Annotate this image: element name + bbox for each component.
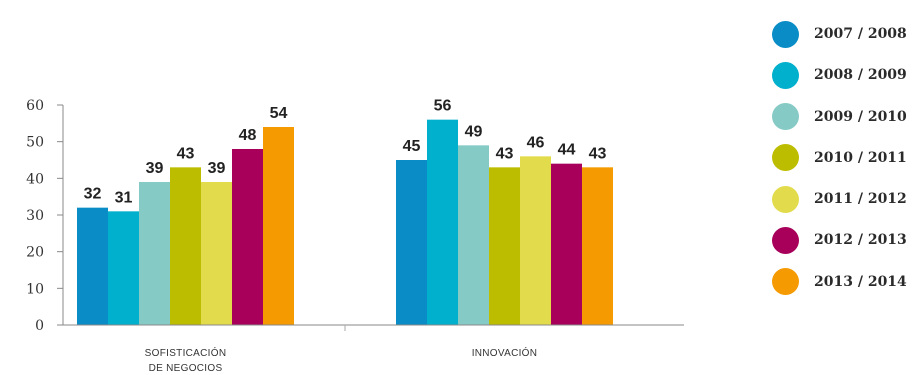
data-label: 39 — [146, 160, 164, 177]
legend-label: 2008 / 2009 — [814, 67, 907, 84]
bar — [427, 119, 458, 326]
data-label: 39 — [208, 160, 226, 177]
legend-label: 2012 / 2013 — [814, 232, 907, 249]
y-axis: 0 10 20 30 40 50 60 — [26, 98, 64, 334]
bar — [582, 167, 613, 325]
legend-swatch — [772, 103, 799, 131]
bar — [458, 145, 489, 325]
legend-label: 2013 / 2014 — [814, 273, 907, 290]
y-tick-label: 30 — [26, 208, 44, 224]
y-tick-label: 60 — [26, 98, 44, 114]
legend-item: 2012 / 2013 — [772, 220, 924, 260]
bar — [551, 163, 582, 325]
legend-item: 2011 / 2012 — [772, 179, 924, 219]
data-label: 44 — [558, 142, 576, 159]
data-label: 54 — [270, 105, 288, 122]
legend-swatch — [772, 20, 799, 48]
data-label: 43 — [589, 145, 607, 162]
bar — [139, 182, 170, 325]
data-label: 49 — [465, 123, 483, 140]
legend-item: 2007 / 2008 — [772, 14, 924, 54]
bar — [232, 149, 263, 325]
x-category-label: SOFISTICACIÓN — [145, 346, 227, 359]
y-tick-label: 0 — [35, 318, 44, 334]
data-label: 32 — [84, 186, 102, 203]
legend-label: 2011 / 2012 — [814, 191, 907, 208]
x-category-label: INNOVACIÓN — [472, 346, 538, 359]
bar — [489, 167, 520, 325]
bars — [77, 119, 613, 326]
bar — [201, 182, 232, 325]
y-tick-label: 50 — [26, 135, 44, 151]
legend-label: 2009 / 2010 — [814, 108, 907, 125]
data-label: 45 — [403, 138, 421, 155]
x-axis: SOFISTICACIÓN DE NEGOCIOS INNOVACIÓN — [63, 324, 684, 374]
data-label: 43 — [496, 145, 514, 162]
bar — [520, 156, 551, 325]
data-label: 31 — [115, 189, 133, 206]
bar — [108, 211, 139, 325]
data-label: 43 — [177, 145, 195, 162]
bar — [77, 207, 108, 325]
legend: 2007 / 2008 2008 / 2009 2009 / 2010 2010 / … — [772, 14, 924, 303]
y-tick-label: 40 — [26, 171, 44, 187]
legend-item: 2008 / 2009 — [772, 55, 924, 95]
legend-swatch — [772, 226, 799, 254]
legend-item: 2013 / 2014 — [772, 262, 924, 302]
legend-item: 2010 / 2011 — [772, 138, 924, 178]
data-label: 56 — [434, 98, 452, 115]
legend-label: 2007 / 2008 — [814, 26, 907, 42]
legend-swatch — [772, 61, 799, 89]
data-label: 46 — [527, 134, 545, 151]
legend-label: 2010 / 2011 — [814, 149, 907, 166]
bar — [263, 127, 294, 325]
bar — [396, 160, 427, 325]
legend-item: 2009 / 2010 — [772, 97, 924, 137]
legend-swatch — [772, 144, 799, 172]
x-category-label: DE NEGOCIOS — [149, 363, 223, 374]
data-label: 48 — [239, 127, 257, 144]
data-labels: 32 45 31 56 39 49 43 43 39 46 48 44 54 43 — [84, 98, 607, 207]
bar — [170, 167, 201, 325]
legend-swatch — [772, 268, 799, 296]
y-tick-label: 10 — [26, 281, 44, 297]
legend-swatch — [772, 185, 799, 213]
y-tick-label: 20 — [26, 245, 44, 261]
